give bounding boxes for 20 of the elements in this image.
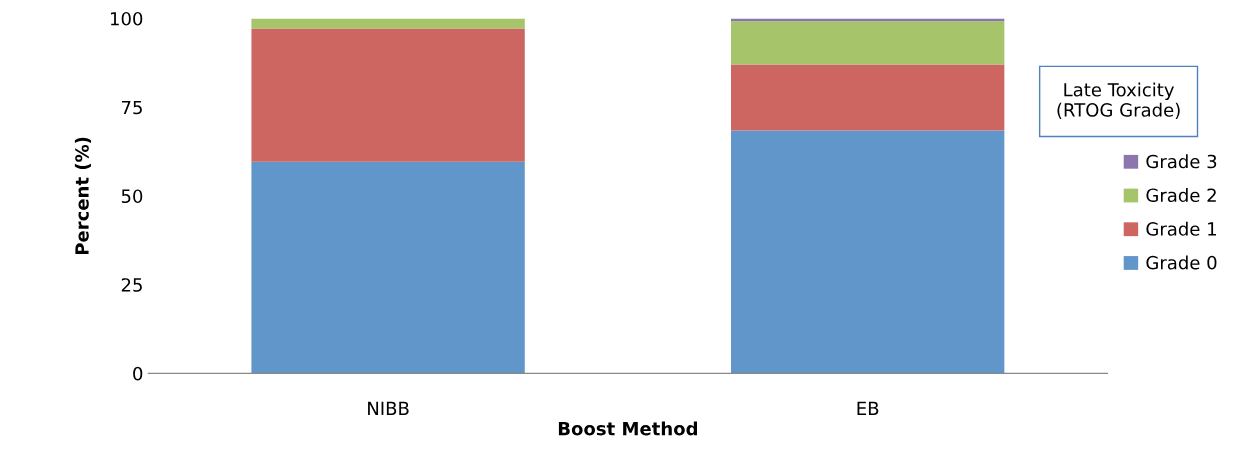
bar: [251, 18, 525, 29]
legend-label: Grade 2: [1146, 188, 1216, 203]
y-axis-title: Percent (%): [74, 137, 91, 255]
legend-title: Late Toxicity (RTOG Grade): [1057, 82, 1180, 119]
y-tick-label: 75: [121, 100, 142, 115]
bar: [731, 21, 1005, 65]
y-tick-label: 25: [121, 278, 142, 292]
legend-label: Grade 3: [1146, 154, 1217, 169]
legend-label: Grade 1: [1146, 221, 1216, 236]
bar: [731, 130, 1005, 374]
x-axis-title: Boost Method: [558, 421, 697, 436]
y-tick-label: 100: [110, 11, 143, 26]
legend-label: Grade 0: [1146, 255, 1217, 270]
x-tick-label: NIBB: [368, 401, 409, 415]
bar: [251, 28, 525, 162]
x-tick-label: EB: [857, 401, 879, 415]
bar: [731, 64, 1005, 131]
y-tick-label: 50: [121, 189, 143, 204]
bar: [251, 161, 525, 374]
y-tick-label: 0: [133, 366, 143, 381]
